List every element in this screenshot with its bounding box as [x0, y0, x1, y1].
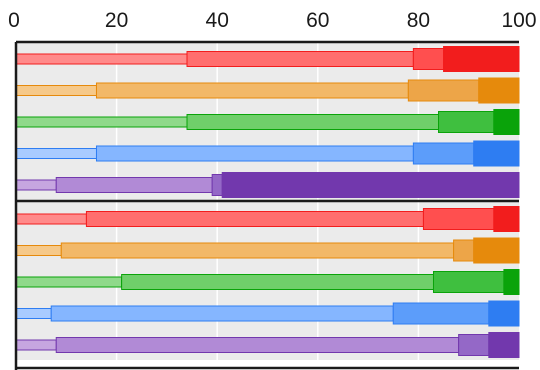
bar-segment [503, 269, 520, 295]
plot-frame [14, 40, 519, 370]
bar-segment [488, 300, 520, 327]
bar-segment [15, 276, 123, 288]
bar-segment [211, 174, 223, 196]
bar-segment [493, 109, 520, 135]
bar-segment [458, 334, 490, 356]
bar-segment [15, 148, 97, 159]
bar-segment [412, 142, 475, 165]
bar-segment [493, 206, 520, 232]
x-tick-label: 80 [407, 9, 430, 32]
bar-segment [443, 46, 520, 72]
bar-segment [473, 140, 520, 167]
bar-segment [15, 53, 188, 65]
bar-segment [15, 339, 57, 351]
bar-segment [121, 274, 434, 290]
bar-segment [55, 177, 213, 193]
bar-segment [95, 82, 409, 99]
x-axis-ticks: 0 20 40 60 80 100 [8, 9, 536, 32]
bar-segment [221, 172, 520, 198]
bar-segment [186, 51, 414, 67]
bar-segment [412, 48, 445, 70]
bar-segment [478, 77, 520, 104]
bar-segment [50, 305, 394, 322]
x-tick-label: 100 [501, 9, 536, 32]
bar-segment [186, 114, 440, 130]
x-tick-label: 20 [105, 9, 128, 32]
bar-segment [60, 242, 455, 259]
bar-segment [407, 79, 480, 102]
bar-segment [95, 145, 414, 162]
x-tick-label: 0 [8, 9, 20, 32]
bar-segment [392, 302, 490, 325]
bar-segment [55, 337, 460, 353]
bar-segment [15, 116, 188, 128]
x-tick-label: 60 [306, 9, 329, 32]
bar-segment [15, 245, 62, 256]
bar-segment [15, 179, 57, 191]
x-tick-label: 40 [206, 9, 229, 32]
bar-segment [422, 208, 495, 230]
bar-segment [85, 211, 424, 227]
bar-segment [473, 237, 520, 264]
bar-segment [15, 85, 97, 96]
bar-segment [438, 111, 495, 133]
bar-segment [453, 239, 475, 262]
bars [15, 46, 520, 358]
bar-segment [488, 332, 520, 358]
bar-segment [15, 213, 87, 225]
bar-segment [15, 308, 52, 319]
bar-segment [432, 271, 505, 293]
